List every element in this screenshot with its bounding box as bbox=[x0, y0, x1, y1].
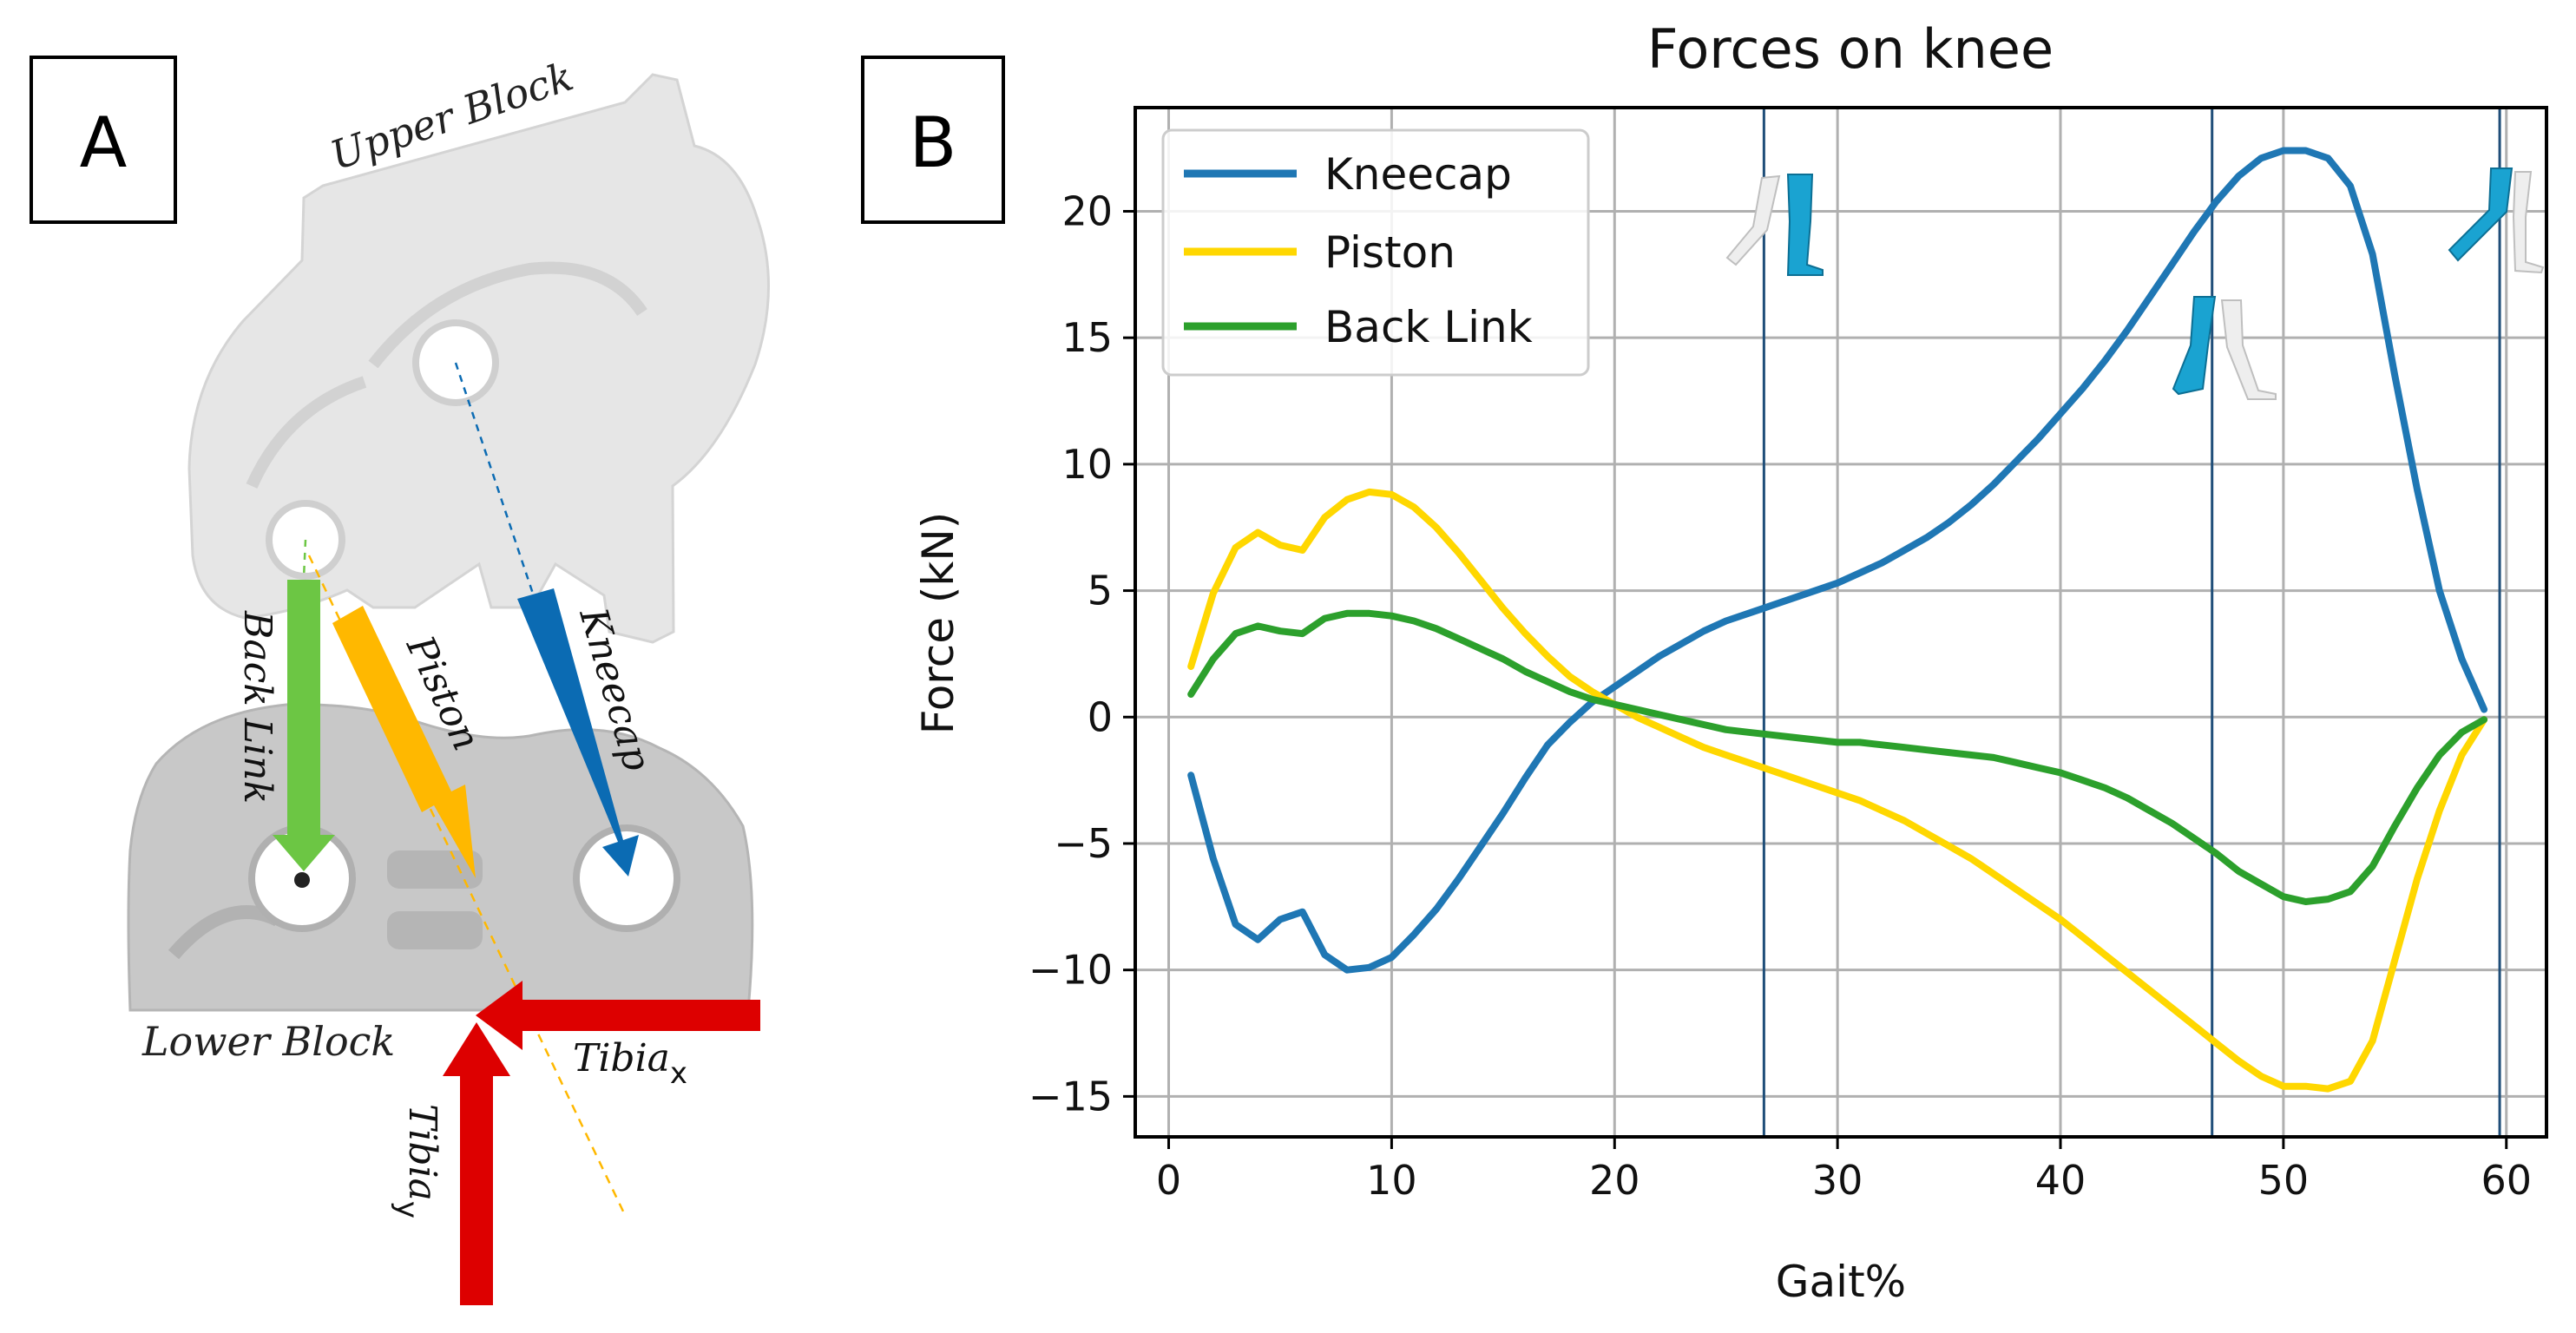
kneecap-arrow bbox=[517, 588, 639, 877]
panel-a-label-box bbox=[30, 56, 177, 224]
piston-line-of-action bbox=[307, 555, 627, 1216]
back-link-arrow bbox=[273, 580, 335, 871]
x-tick-label: 10 bbox=[1366, 1157, 1417, 1204]
tibia-x-label: Tibiax bbox=[573, 1036, 687, 1091]
lower-block-slot bbox=[387, 911, 483, 949]
y-tick-label: 20 bbox=[1061, 187, 1113, 234]
tibia-y-label-base: Tibia bbox=[400, 1104, 444, 1201]
y-axis-title: Force (kN) bbox=[913, 512, 963, 735]
gait-silhouette-1-leg bbox=[1786, 174, 1824, 276]
y-tick-label: 10 bbox=[1061, 441, 1113, 488]
axis-ticks: 0 10 20 30 40 50 60 −15 −10 −5 0 5 10 15 20 bbox=[1028, 187, 2532, 1204]
gait-silhouette-3-leg-shadow bbox=[2512, 171, 2545, 274]
upper-block-rib bbox=[246, 376, 367, 489]
tibia-x-label-sub: x bbox=[670, 1056, 687, 1091]
x-tick-label: 30 bbox=[1812, 1157, 1863, 1204]
x-tick-label: 60 bbox=[2481, 1157, 2532, 1204]
tibia-y-arrow bbox=[443, 1022, 510, 1305]
piston-arrow bbox=[332, 606, 476, 878]
lower-front-hole bbox=[573, 824, 680, 932]
x-tick-label: 40 bbox=[2035, 1157, 2086, 1204]
tibia-x-arrow bbox=[476, 981, 760, 1050]
gait-silhouette-2-leg-shadow bbox=[2220, 299, 2277, 400]
legend-box bbox=[1161, 128, 1590, 377]
gait-silhouette-3 bbox=[2448, 167, 2545, 274]
chart-title: Forces on knee bbox=[1647, 17, 2054, 81]
lower-block-slot bbox=[387, 850, 483, 889]
y-tick-label: 15 bbox=[1061, 314, 1113, 361]
series-line-piston bbox=[1187, 488, 2488, 1093]
panel-b-label-box bbox=[861, 56, 1005, 224]
series-lines bbox=[1187, 147, 2488, 1093]
gait-silhouette-3-leg bbox=[2448, 167, 2514, 262]
panel-b-label: B bbox=[910, 102, 957, 183]
chart: Forces on knee 0 10 20 30 40 50 60 −15 −10 −5 0 5 10… bbox=[913, 17, 2548, 1307]
legend-label-back-link: Back Link bbox=[1324, 302, 1533, 352]
x-tick-label: 50 bbox=[2258, 1157, 2310, 1204]
pivot-marker bbox=[294, 872, 310, 888]
back-link-line-of-action bbox=[302, 539, 307, 579]
gait-silhouette-1-leg-shadow bbox=[1725, 174, 1781, 266]
legend-label-piston: Piston bbox=[1324, 227, 1456, 278]
panel-b: B Forces on knee 0 10 20 30 40 50 60 −15 −10 −5 0 5… bbox=[861, 17, 2548, 1307]
legend: Kneecap Piston Back Link bbox=[1161, 128, 1590, 377]
gait-silhouette-1 bbox=[1725, 174, 1824, 276]
y-tick-label: −10 bbox=[1028, 947, 1113, 994]
gait-silhouette-2 bbox=[2172, 296, 2277, 400]
series-line-kneecap bbox=[1187, 147, 2488, 974]
tibia-y-label-sub: y bbox=[390, 1201, 424, 1218]
legend-label-kneecap: Kneecap bbox=[1324, 149, 1512, 200]
gait-silhouette-2-leg bbox=[2172, 296, 2217, 396]
vertical-markers bbox=[1762, 108, 2501, 1137]
panel-a: A Upper Block Lower Block Back Link Pist… bbox=[30, 52, 770, 1305]
kneecap-line-of-action bbox=[454, 362, 536, 600]
tibia-x-label-base: Tibia bbox=[573, 1036, 670, 1080]
lower-block-label: Lower Block bbox=[141, 1018, 395, 1065]
upper-block-groove bbox=[368, 261, 647, 369]
x-axis-title: Gait% bbox=[1776, 1257, 1906, 1307]
x-tick-label: 20 bbox=[1589, 1157, 1640, 1204]
back-link-label: Back Link bbox=[235, 610, 279, 804]
y-tick-label: −5 bbox=[1054, 820, 1113, 867]
y-tick-label: −15 bbox=[1028, 1073, 1113, 1120]
tibia-y-label: Tibiay bbox=[390, 1104, 444, 1218]
series-line-back-link bbox=[1187, 609, 2488, 905]
y-tick-label: 5 bbox=[1088, 568, 1113, 614]
panel-a-label: A bbox=[80, 102, 128, 183]
y-tick-label: 0 bbox=[1088, 693, 1113, 740]
x-tick-label: 0 bbox=[1156, 1157, 1181, 1204]
plot-frame bbox=[1134, 106, 2548, 1139]
